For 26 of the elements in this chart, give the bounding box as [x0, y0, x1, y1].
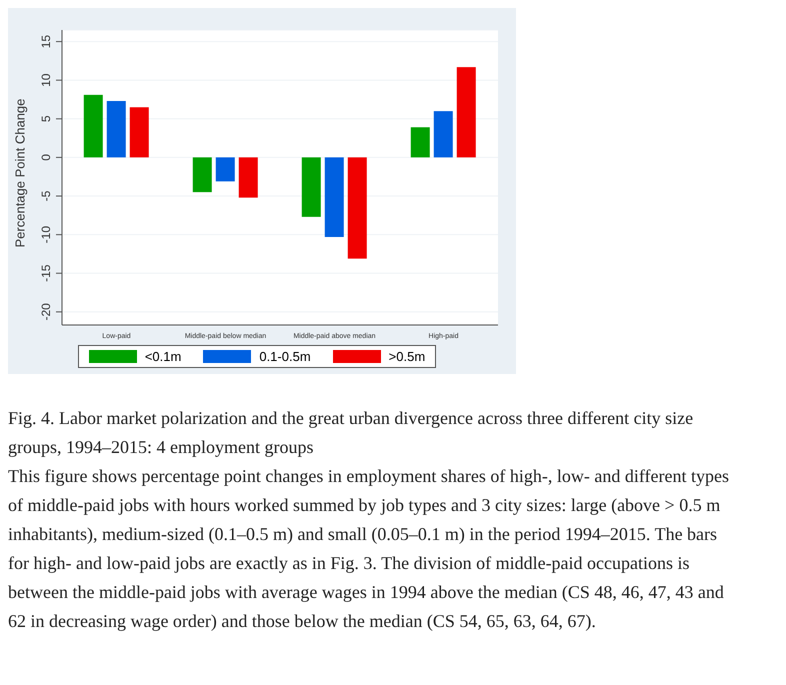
legend-label: >0.5m	[388, 349, 426, 364]
bar	[434, 111, 453, 158]
bar	[130, 107, 149, 158]
y-tick-label: 5	[39, 115, 53, 122]
bar	[348, 157, 367, 259]
y-tick-label: -15	[39, 264, 53, 282]
text: Fig. 4. Labor market polarization and the great urban divergence across three different city size groups, 1994–2015: 4 employment groups	[8, 407, 694, 459]
bar	[192, 157, 212, 192]
bar	[410, 127, 430, 158]
bar	[302, 157, 321, 217]
bar	[84, 94, 103, 158]
bar	[238, 157, 258, 198]
y-axis-title: Percentage Point Change	[12, 98, 28, 248]
bar	[216, 157, 235, 182]
y-tick-label: 10	[39, 73, 53, 87]
legend-label: 0.1-0.5m	[259, 349, 311, 364]
bar	[456, 67, 476, 158]
y-tick-label: -20	[39, 302, 53, 321]
y-tick-label: 0	[39, 154, 53, 161]
y-tick-label: -10	[39, 226, 53, 244]
text: This figure shows percentage point changes in employment shares of high-, low- and different types of middle-paid jobs with hours worked summed by job types and 3 city sizes: large (above > 0.5 m inhabitants), medium-sized (0.1–0.5 m) and small (0.05–0.1 m) in the period 1994–2015. The bars for high- and low-paid jobs are exactly as in Fig. 3. The division of middle-paid occupations is between the middle-paid jobs with average wages in 1994 above the median (CS 48, 46, 47, 43 and 62 in decreasing wage order) and those below the median (CS 54, 65, 63, 64, 67).	[8, 465, 730, 633]
y-tick-label: 15	[39, 34, 53, 48]
bar	[324, 157, 344, 237]
legend-label: <0.1m	[144, 349, 182, 364]
y-tick-label: -5	[39, 190, 53, 202]
bar	[106, 101, 126, 158]
